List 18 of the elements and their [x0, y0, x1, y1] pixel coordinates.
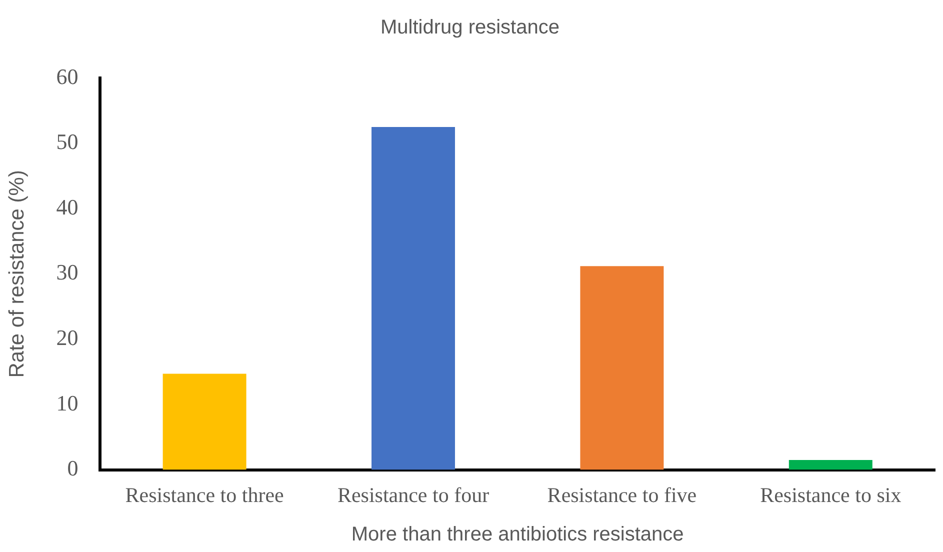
bar [162, 374, 246, 470]
bar [372, 126, 455, 470]
x-tick-label: Resistance to four [337, 482, 490, 507]
y-tick-label: 40 [56, 194, 78, 220]
y-tick-label: 30 [56, 260, 78, 285]
y-tick-label: 20 [56, 324, 78, 350]
x-tick-label: Resistance to five [547, 482, 697, 507]
x-tick-label: Resistance to three [125, 482, 284, 507]
x-axis-title: More than three antibiotics resistance [351, 524, 684, 546]
chart-title: Multidrug resistance [380, 16, 560, 39]
y-tick-label: 0 [67, 456, 78, 481]
x-tick-label: Resistance to six [760, 482, 902, 507]
bar [580, 266, 664, 470]
y-tick-label: 10 [56, 390, 78, 416]
y-tick-label: 60 [56, 64, 78, 89]
bar [788, 460, 872, 470]
y-tick-label: 50 [56, 129, 78, 154]
y-axis-title: Rate of resistance (%) [5, 170, 28, 378]
